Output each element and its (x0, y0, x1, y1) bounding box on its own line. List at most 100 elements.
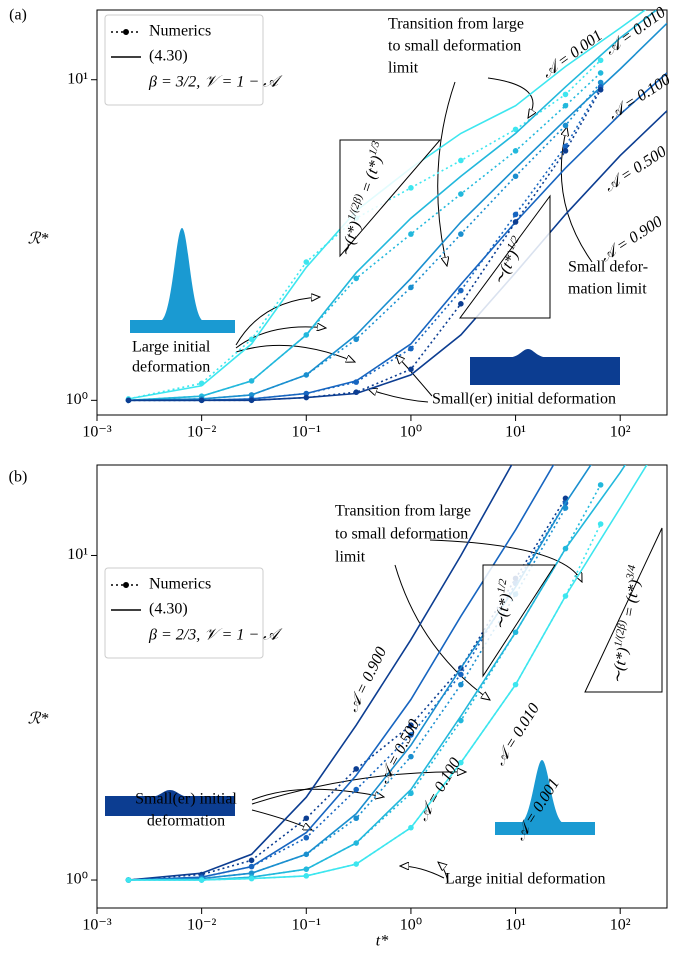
numerics-point (458, 759, 464, 766)
numerics-point (562, 122, 569, 129)
numerics-point (303, 372, 310, 378)
panel-label: (a) (9, 7, 27, 24)
curve-label: 𝒜 = 0.100 (606, 71, 674, 123)
theory-line (128, 10, 658, 402)
annotation: Small(er) initial (135, 791, 237, 808)
curve-label: 𝒜 = 0.500 (375, 717, 423, 787)
numerics-point (597, 79, 604, 86)
curve-label: 𝒜 = 0.100 (414, 755, 464, 824)
numerics-point (353, 840, 360, 846)
y-tick-label: 10¹ (67, 546, 88, 563)
legend-box (104, 14, 264, 106)
legend-sample (123, 29, 129, 35)
numerics-point (562, 593, 569, 599)
numerics-point (562, 505, 569, 511)
numerics-point (198, 877, 205, 883)
numerics-point (597, 482, 604, 488)
numerics-point (512, 126, 519, 133)
numerics-point (303, 866, 310, 872)
numerics-point (408, 345, 414, 352)
numerics-point (125, 397, 132, 404)
annotation: to small deformation (335, 526, 468, 543)
numerics-point (248, 870, 255, 876)
numerics-point (408, 366, 414, 373)
slope-label: ∼(t*)1/2 (488, 577, 517, 631)
numerics-point (458, 717, 464, 724)
numerics-point (408, 732, 414, 738)
numerics-line (128, 89, 602, 402)
large-deformation-icon (495, 760, 595, 835)
numerics-point (303, 834, 310, 841)
annotation: mation limit (568, 281, 647, 298)
x-tick-label: 10¹ (505, 917, 526, 934)
y-tick-label: 10¹ (67, 70, 88, 87)
numerics-point (353, 336, 360, 343)
legend-entry: (4.30) (149, 601, 188, 618)
legend-box (104, 567, 264, 659)
annotation: Large initial (132, 339, 211, 356)
slope-label-part: 3/4 (623, 564, 638, 581)
legend-note: β = 3/2, 𝒱 = 1 − 𝒜 (148, 74, 283, 91)
large-deformation-icon (130, 228, 235, 333)
panel-label: (b) (9, 469, 28, 486)
slope-triangle (482, 564, 556, 678)
numerics-point (303, 390, 310, 397)
numerics-point (303, 815, 310, 822)
numerics-point (353, 861, 360, 867)
y-axis-label: ℛ* (28, 231, 49, 248)
x-tick-label: 10⁻² (187, 917, 216, 934)
numerics-point (248, 378, 255, 384)
numerics-point (562, 102, 569, 109)
slope-triangle (584, 527, 663, 693)
numerics-point (597, 57, 604, 64)
theory-line (128, 465, 592, 881)
slope-label-part: 1/2 (495, 577, 509, 593)
slope-label-part: ∼(t*) (491, 592, 514, 631)
numerics-line (128, 484, 602, 881)
numerics-point (408, 722, 414, 728)
legend-sample (123, 582, 129, 588)
curve-label: 𝒜 = 0.001 (539, 27, 606, 82)
numerics-point (353, 275, 360, 282)
numerics-point (458, 157, 464, 164)
numerics-point (303, 259, 310, 265)
annotation: Small defor- (568, 259, 648, 276)
numerics-point (458, 231, 464, 237)
numerics-point (512, 148, 519, 154)
numerics-point (597, 70, 604, 76)
annotation: Transition from large (335, 503, 471, 520)
plot-frame (96, 9, 668, 416)
numerics-point (248, 336, 255, 343)
numerics-point (248, 857, 255, 864)
x-tick-label: 10⁻³ (82, 424, 111, 441)
numerics-point (562, 143, 569, 150)
legend-note: β = 2/3, 𝒱 = 1 − 𝒜 (148, 627, 283, 644)
numerics-line (128, 59, 602, 400)
numerics-point (562, 545, 569, 552)
numerics-point (303, 332, 310, 338)
numerics-point (353, 786, 360, 793)
x-tick-label: 10⁰ (400, 917, 422, 934)
slope-triangle (459, 194, 551, 319)
numerics-point (353, 379, 360, 385)
slope-label-part: 1/3 (366, 139, 382, 157)
legend-entry: Numerics (149, 576, 211, 593)
numerics-point (408, 185, 414, 191)
numerics-point (458, 191, 464, 197)
annotation: Large initial deformation (445, 871, 606, 888)
numerics-point (562, 148, 569, 154)
theory-line (128, 465, 513, 881)
numerics-point (458, 671, 464, 678)
slope-label-part: ∼(t*) (608, 646, 631, 685)
legend-entry: Numerics (149, 23, 211, 40)
slope-label-part: 1/(2β) (612, 619, 629, 648)
curve-label: 𝒜 = 0.900 (598, 213, 666, 265)
x-tick-label: 10⁻² (187, 424, 216, 441)
x-tick-label: 10⁻³ (82, 917, 111, 934)
legend-entry: (4.30) (149, 48, 188, 65)
slope-triangle (339, 139, 442, 258)
numerics-line (128, 81, 602, 402)
curve-label: 𝒜 = 0.500 (602, 143, 670, 195)
y-tick-label: 10⁰ (66, 391, 88, 408)
